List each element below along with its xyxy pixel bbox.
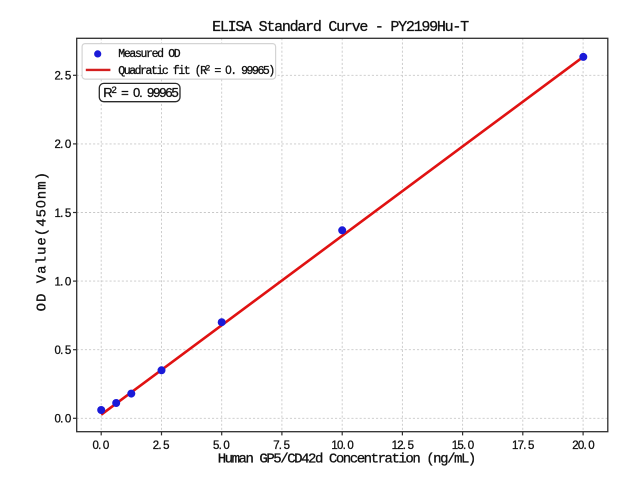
svg-text:OD Value(450nm): OD Value(450nm) xyxy=(33,171,51,311)
svg-text:10. 0: 10. 0 xyxy=(331,440,353,452)
svg-text:12. 5: 12. 5 xyxy=(392,440,414,452)
svg-text:Human GP5/CD42d Concentration: Human GP5/CD42d Concentration (ng/mL) xyxy=(218,452,475,468)
svg-text:0. 0: 0. 0 xyxy=(93,440,109,452)
svg-text:0. 0: 0. 0 xyxy=(55,414,71,426)
svg-text:Measured OD: Measured OD xyxy=(118,48,181,61)
svg-text:0. 5: 0. 5 xyxy=(55,345,71,357)
svg-text:15. 0: 15. 0 xyxy=(452,440,474,452)
svg-text:5. 0: 5. 0 xyxy=(213,440,229,452)
svg-text:2. 0: 2. 0 xyxy=(55,139,71,151)
svg-text:20. 0: 20. 0 xyxy=(572,440,594,452)
svg-text:17. 5: 17. 5 xyxy=(512,440,534,452)
svg-text:ELISA Standard Curve - PY2199H: ELISA Standard Curve - PY2199Hu-T xyxy=(212,19,469,36)
svg-text:R2 = 0. 99965: R2 = 0. 99965 xyxy=(103,85,178,100)
svg-text:Quadratic fit (R2 = 0. 99965): Quadratic fit (R2 = 0. 99965) xyxy=(118,64,273,78)
svg-text:2. 5: 2. 5 xyxy=(55,71,71,83)
svg-text:1. 0: 1. 0 xyxy=(55,276,71,288)
svg-text:2. 5: 2. 5 xyxy=(153,440,169,452)
svg-text:7. 5: 7. 5 xyxy=(273,440,289,452)
svg-text:1. 5: 1. 5 xyxy=(55,208,71,220)
